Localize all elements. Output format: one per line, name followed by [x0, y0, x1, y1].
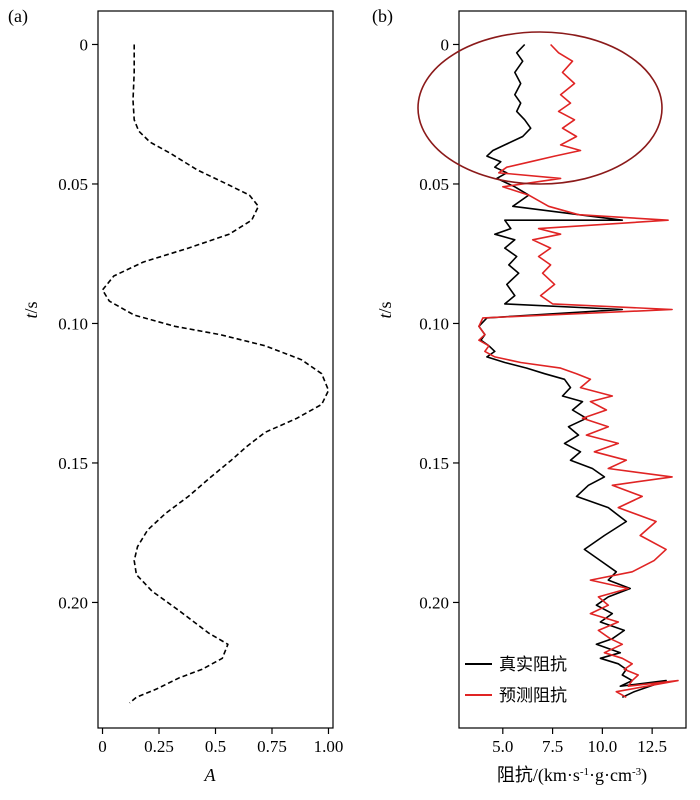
panel-b-x-tick-label: 5.0 [492, 737, 513, 756]
panel-b-x-tick-label: 12.5 [637, 737, 667, 756]
panel-b-y-axis-title: t/s [375, 301, 395, 318]
panel-a-x-tick-label: 0.75 [257, 737, 287, 756]
panel-a-series-line-0 [101, 44, 330, 704]
highlight-ellipse [417, 31, 663, 185]
panel-b-y-ticks: 0 0.05 0.10 0.15 0.20 [419, 35, 459, 612]
panel-b-x-tick-label: 10.0 [587, 737, 617, 756]
legend: 真实阻抗 预测阻抗 [465, 655, 567, 705]
panel-b-y-tick-label: 0.10 [419, 314, 449, 333]
panel-a-y-tick-label: 0.15 [58, 454, 88, 473]
panel-b-y-tick-label: 0 [441, 35, 450, 54]
panel-a-series [101, 44, 330, 704]
panel-a-x-tick-label: 0.5 [205, 737, 226, 756]
legend-label-predicted-impedance: 预测阻抗 [499, 686, 567, 705]
legend-label-true-impedance: 真实阻抗 [499, 655, 567, 674]
panel-b-y-tick-label: 0.05 [419, 175, 449, 194]
panel-b-series-line-1 [478, 43, 679, 698]
panel-b-x-ticks: 5.0 7.5 10.0 12.5 [492, 728, 667, 756]
panel-a-x-tick-label: 1.00 [314, 737, 344, 756]
panel-a-y-axis-title: t/s [21, 301, 41, 318]
panel-a-y-tick-label: 0.05 [58, 175, 88, 194]
panel-b-y-tick-label: 0.20 [419, 593, 449, 612]
panel-b-frame [458, 10, 687, 729]
panel-b-label: (b) [372, 6, 393, 27]
panel-a-x-ticks: 0 0.25 0.5 0.75 1.00 [98, 728, 343, 756]
panel-a-frame [97, 10, 334, 729]
panel-a-y-tick-label: 0.10 [58, 314, 88, 333]
panel-b: (b) 0 0.05 0.10 0.15 0.20 5.0 7.5 10.0 12.5 t/s… [372, 6, 687, 786]
panel-b-series-line-0 [478, 43, 667, 699]
panel-b-x-tick-label: 7.5 [542, 737, 563, 756]
panel-b-series [478, 43, 679, 699]
panel-b-x-axis-title: 阻抗/(km·s-1·g·cm-3) [497, 765, 647, 786]
panel-a-x-tick-label: 0 [98, 737, 107, 756]
panel-a-label: (a) [8, 6, 28, 27]
panel-a-x-tick-label: 0.25 [144, 737, 174, 756]
panel-a-y-tick-label: 0 [80, 35, 89, 54]
panel-a-y-ticks: 0 0.05 0.10 0.15 0.20 [58, 35, 98, 612]
panel-b-y-tick-label: 0.15 [419, 454, 449, 473]
panel-a-y-tick-label: 0.20 [58, 593, 88, 612]
panel-a: (a) 0 0.05 0.10 0.15 0.20 0 0.25 0.5 0.75 1.00 t… [8, 6, 343, 785]
panel-a-x-axis-title: A [204, 765, 217, 785]
